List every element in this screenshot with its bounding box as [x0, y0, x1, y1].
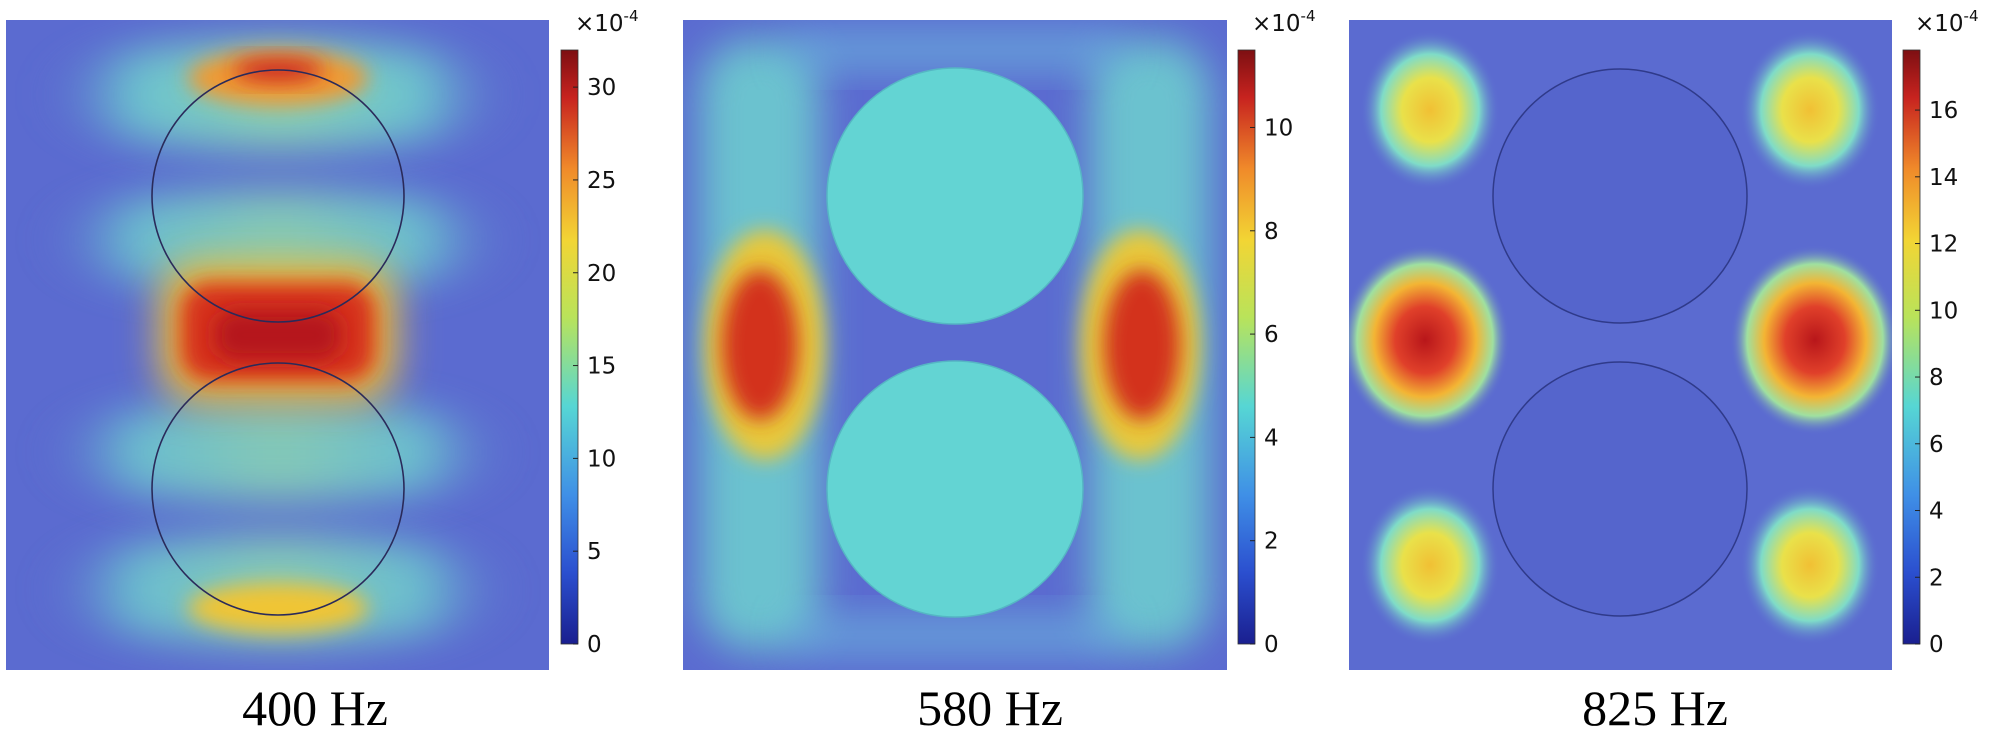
- colorbar-3: 0 2 4 6 8 10 12 14 16 ×10-4: [1902, 7, 1979, 658]
- colorbar-tick-label: 10: [587, 446, 616, 472]
- colorbar-tick-label: 16: [1929, 98, 1958, 124]
- colorbar-tick-label: 20: [587, 261, 616, 287]
- colorbar-tick-label: 8: [1264, 219, 1279, 245]
- panel-caption: 400 Hz: [242, 680, 388, 736]
- multiplier-base: ×10: [1915, 11, 1964, 37]
- colorbar-tick-label: 2: [1929, 565, 1944, 591]
- inclusion-circle-bottom: [1492, 361, 1748, 617]
- inclusion-circle-top: [1492, 68, 1748, 324]
- multiplier-base: ×10: [1252, 11, 1301, 37]
- heatmap-panel-400hz: [6, 20, 549, 670]
- colorbar-multiplier: ×10-4: [1915, 7, 1979, 37]
- colorbar-2: 0 2 4 6 8 10 ×10-4: [1237, 7, 1316, 658]
- colorbar-tick-label: 15: [587, 354, 616, 380]
- multiplier-exponent: -4: [1301, 7, 1316, 25]
- colorbar-tick-label: 5: [587, 539, 602, 565]
- inclusion-circle-top: [826, 67, 1084, 325]
- panel-caption: 580 Hz: [917, 680, 1063, 736]
- inclusion-circle-bottom: [826, 360, 1084, 618]
- heatmap-panel-580hz: [683, 20, 1227, 670]
- colorbar-tick-label: 4: [1929, 499, 1944, 525]
- multiplier-exponent: -4: [624, 7, 639, 25]
- colorbar-tick-label: 0: [587, 632, 602, 658]
- colorbar-multiplier: ×10-4: [1252, 7, 1316, 37]
- colorbar-tick-label: 0: [1929, 632, 1944, 658]
- field-pattern: [38, 40, 518, 645]
- colorbar-tick-label: 12: [1929, 232, 1958, 258]
- colorbar-tick-label: 30: [587, 75, 616, 101]
- colorbar-gradient: [1237, 49, 1256, 645]
- panel-caption: 825 Hz: [1582, 680, 1728, 736]
- colorbar-tick-label: 10: [1264, 115, 1293, 141]
- field-pattern: [700, 30, 1210, 655]
- colorbar-multiplier: ×10-4: [575, 7, 639, 37]
- colorbar-tick-label: 0: [1264, 632, 1279, 658]
- inclusion-circle-bottom: [151, 362, 405, 616]
- colorbar-tick-label: 2: [1264, 529, 1279, 555]
- multiplier-base: ×10: [575, 11, 624, 37]
- colorbar-tick-label: 10: [1929, 298, 1958, 324]
- colorbar-tick-label: 8: [1929, 365, 1944, 391]
- colorbar-tick-label: 25: [587, 168, 616, 194]
- colorbar-gradient: [560, 49, 579, 645]
- colorbar-gradient: [1902, 49, 1921, 645]
- colorbar-tick-label: 6: [1264, 322, 1279, 348]
- multiplier-exponent: -4: [1964, 7, 1979, 25]
- field-pattern: [1349, 30, 1892, 645]
- heatmap-panel-825hz: [1349, 20, 1892, 670]
- colorbar-tick-label: 6: [1929, 432, 1944, 458]
- colorbar-tick-label: 14: [1929, 165, 1958, 191]
- inclusion-circle-top: [151, 69, 405, 323]
- colorbar-1: 0 5 10 15 20 25 30 ×10-4: [560, 7, 639, 658]
- colorbar-tick-label: 4: [1264, 425, 1279, 451]
